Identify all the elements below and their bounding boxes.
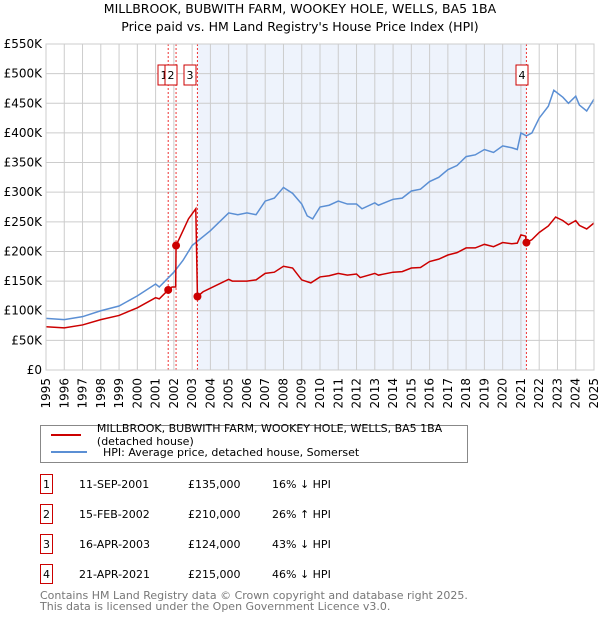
x-tick-label: 2005 — [222, 378, 236, 409]
plot-border — [45, 43, 595, 371]
sale-point — [193, 292, 202, 301]
y-tick-label: £450K — [4, 96, 44, 110]
sale-label: 2 — [168, 69, 175, 82]
y-tick-label: £400K — [4, 126, 44, 140]
chart-subtitle: Price paid vs. HM Land Registry's House … — [121, 19, 479, 34]
chart-title: MILLBROOK, BUBWITH FARM, WOOKEY HOLE, WE… — [103, 1, 497, 16]
y-tick-label: £550K — [4, 37, 44, 51]
sale-label-box — [164, 64, 178, 86]
x-tick-label: 2010 — [313, 378, 327, 409]
sale-label-box — [183, 64, 197, 86]
y-tick-label: £300K — [4, 185, 44, 199]
x-tick-label: 2022 — [532, 378, 546, 409]
sale-label-box — [515, 64, 529, 86]
legend-label: HPI: Average price, detached house, Some… — [103, 445, 360, 459]
sale-label: 3 — [187, 69, 194, 82]
x-tick-label: 2008 — [276, 378, 290, 409]
x-tick-label: 2014 — [386, 378, 400, 409]
shaded-region — [197, 44, 527, 370]
sale-number-badge: 3 — [40, 534, 53, 554]
y-tick-label: £350K — [4, 156, 44, 170]
sale-row: 1 11-SEP-2001 £135,000 16% ↓ HPI — [40, 473, 331, 495]
legend-swatch — [51, 434, 81, 436]
x-tick-label: 2015 — [404, 378, 418, 409]
sale-point — [522, 238, 531, 247]
sale-number-badge: 1 — [40, 474, 53, 494]
legend-swatch — [51, 451, 87, 453]
x-tick-label: 2018 — [459, 378, 473, 409]
y-tick-label: £100K — [4, 304, 44, 318]
legend-item-property: MILLBROOK, BUBWITH FARM, WOOKEY HOLE, WE… — [51, 422, 467, 448]
legend-label: MILLBROOK, BUBWITH FARM, WOOKEY HOLE, WE… — [96, 422, 443, 448]
y-tick-label: £150K — [4, 274, 44, 288]
x-tick-label: 2007 — [258, 378, 272, 409]
y-tick-label: £250K — [4, 215, 44, 229]
x-tick-label: 2017 — [441, 378, 455, 409]
sale-date: 11-SEP-2001 — [79, 477, 150, 491]
x-tick-label: 2019 — [477, 378, 491, 409]
x-tick-label: 2002 — [167, 378, 181, 409]
x-tick-label: 1997 — [76, 378, 90, 409]
sale-hpi-diff: 46% ↓ HPI — [272, 567, 331, 581]
sale-date: 15-FEB-2002 — [79, 507, 150, 521]
sale-row: 4 21-APR-2021 £215,000 46% ↓ HPI — [40, 563, 331, 585]
x-tick-label: 2023 — [550, 378, 564, 409]
legend: MILLBROOK, BUBWITH FARM, WOOKEY HOLE, WE… — [40, 422, 468, 463]
sale-hpi-diff: 26% ↑ HPI — [272, 507, 331, 521]
sale-price: £135,000 — [188, 477, 241, 491]
footer-line: This data is licensed under the Open Gov… — [40, 600, 391, 613]
x-tick-label: 2001 — [149, 378, 163, 409]
series-line — [45, 88, 595, 321]
x-tick-label: 1995 — [39, 378, 53, 409]
x-tick-label: 1996 — [57, 378, 71, 409]
sale-point — [164, 285, 173, 294]
sale-hpi-diff: 16% ↓ HPI — [272, 477, 331, 491]
legend-item-hpi: HPI: Average price, detached house, Some… — [51, 444, 359, 460]
price-chart: £0 £50K £100K £150K £200K £250K £300K £350K £400… — [4, 37, 600, 409]
x-tick-label: 2020 — [496, 378, 510, 409]
x-tick-label: 2000 — [130, 378, 144, 409]
sale-number-badge: 4 — [40, 564, 53, 584]
sale-price: £210,000 — [188, 507, 241, 521]
sale-date: 16-APR-2003 — [79, 537, 151, 551]
y-tick-label: £50K — [11, 333, 43, 347]
x-tick-label: 2006 — [240, 378, 254, 409]
x-tick-label: 2003 — [185, 378, 199, 409]
sale-number-badge: 2 — [40, 504, 53, 524]
sale-row: 3 16-APR-2003 £124,000 43% ↓ HPI — [40, 533, 331, 555]
sale-price: £215,000 — [188, 567, 241, 581]
x-tick-label: 1999 — [112, 378, 126, 409]
sale-row: 2 15-FEB-2002 £210,000 26% ↑ HPI — [40, 503, 331, 525]
sale-date: 21-APR-2021 — [79, 567, 151, 581]
x-tick-label: 2004 — [203, 378, 217, 409]
y-tick-label: £0 — [27, 363, 42, 377]
x-tick-label: 2024 — [569, 378, 583, 409]
sale-price: £124,000 — [188, 537, 241, 551]
x-tick-label: 2009 — [295, 378, 309, 409]
x-tick-label: 2012 — [350, 378, 364, 409]
x-tick-label: 1998 — [94, 378, 108, 409]
x-tick-label: 2013 — [368, 378, 382, 409]
y-tick-label: £500K — [4, 67, 44, 81]
sale-label: 4 — [519, 69, 526, 82]
footer-line: Contains HM Land Registry data © Crown c… — [40, 589, 468, 602]
sale-point — [172, 241, 181, 250]
x-tick-label: 2016 — [423, 378, 437, 409]
sale-label: 1 — [161, 69, 168, 82]
sale-hpi-diff: 43% ↓ HPI — [272, 537, 331, 551]
x-tick-label: 2011 — [331, 378, 345, 409]
x-tick-label: 2021 — [514, 378, 528, 409]
y-tick-label: £200K — [4, 244, 44, 258]
x-tick-label: 2025 — [587, 378, 600, 409]
